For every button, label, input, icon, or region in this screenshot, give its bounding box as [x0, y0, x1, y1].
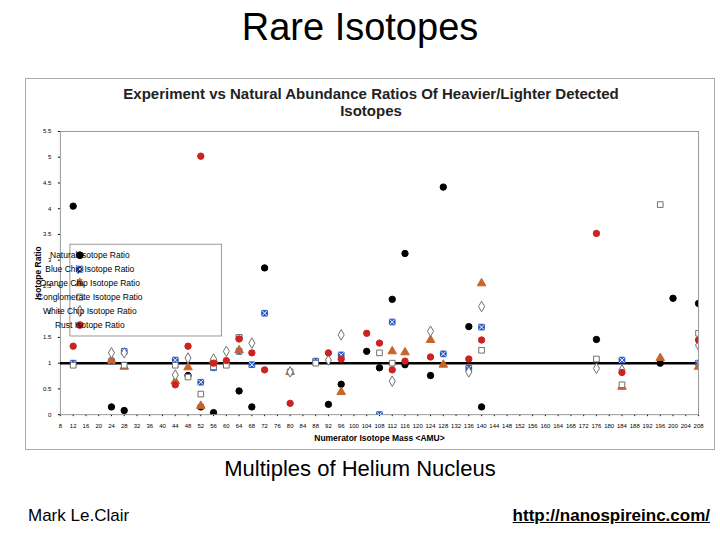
svg-text:92: 92	[325, 423, 332, 429]
svg-text:Orange Chip Isotope Ratio: Orange Chip Isotope Ratio	[40, 278, 141, 288]
svg-text:1.5: 1.5	[43, 334, 52, 340]
svg-text:188: 188	[630, 423, 641, 429]
svg-text:152: 152	[515, 423, 526, 429]
svg-text:4: 4	[48, 206, 52, 212]
svg-text:96: 96	[338, 423, 345, 429]
svg-text:140: 140	[477, 423, 488, 429]
svg-text:20: 20	[95, 423, 102, 429]
svg-text:168: 168	[566, 423, 577, 429]
svg-text:48: 48	[185, 423, 192, 429]
svg-text:52: 52	[197, 423, 204, 429]
svg-text:12: 12	[70, 423, 77, 429]
svg-text:104: 104	[362, 423, 373, 429]
svg-text:120: 120	[413, 423, 424, 429]
svg-text:172: 172	[579, 423, 590, 429]
html-text:Experiment vs Natural Abundanc: Experiment vs Natural Abundance Ratios O…	[123, 85, 619, 119]
svg-text:32: 32	[134, 423, 141, 429]
svg-text:Conglomerate Isotope Ratio: Conglomerate Isotope Ratio	[37, 292, 143, 302]
svg-text:0.5: 0.5	[43, 386, 52, 392]
svg-text:40: 40	[159, 423, 166, 429]
html-text:http://nanospireinc.com/: http://nanospireinc.com/	[512, 506, 710, 525]
svg-text:Blue Chip Isotope Ratio: Blue Chip Isotope Ratio	[45, 264, 134, 274]
svg-text:60: 60	[223, 423, 230, 429]
html-text:Mark Le.Clair: Mark Le.Clair	[28, 506, 130, 525]
svg-text:5.5: 5.5	[43, 128, 52, 134]
svg-text:3.5: 3.5	[43, 231, 52, 237]
svg-text:124: 124	[426, 423, 437, 429]
svg-text:204: 204	[681, 423, 692, 429]
svg-text:176: 176	[591, 423, 602, 429]
svg-text:36: 36	[146, 423, 153, 429]
svg-text:84: 84	[300, 423, 307, 429]
svg-text:44: 44	[172, 423, 179, 429]
svg-text:88: 88	[312, 423, 319, 429]
svg-text:16: 16	[83, 423, 90, 429]
svg-text:Natural Isotope Ratio: Natural Isotope Ratio	[50, 250, 130, 260]
svg-text:144: 144	[489, 423, 500, 429]
svg-text:196: 196	[655, 423, 666, 429]
svg-text:8: 8	[59, 423, 63, 429]
svg-text:128: 128	[438, 423, 449, 429]
svg-text:1: 1	[48, 360, 52, 366]
svg-text:108: 108	[374, 423, 385, 429]
svg-text:64: 64	[236, 423, 243, 429]
svg-text:112: 112	[387, 423, 397, 429]
svg-text:180: 180	[604, 423, 615, 429]
html-text:Rare Isotopes: Rare Isotopes	[241, 6, 479, 48]
svg-text:4.5: 4.5	[43, 180, 52, 186]
svg-text:160: 160	[540, 423, 551, 429]
svg-text:116: 116	[400, 423, 410, 429]
svg-text:68: 68	[249, 423, 256, 429]
svg-text:76: 76	[274, 423, 281, 429]
svg-text:56: 56	[210, 423, 217, 429]
svg-text:80: 80	[287, 423, 294, 429]
svg-text:White Chip Isotope Ratio: White Chip Isotope Ratio	[43, 306, 137, 316]
svg-text:5: 5	[48, 154, 52, 160]
svg-text:208: 208	[694, 423, 705, 429]
svg-text:148: 148	[502, 423, 513, 429]
svg-text:192: 192	[643, 423, 654, 429]
svg-text:Numerator Isotope Mass <AMU>: Numerator Isotope Mass <AMU>	[314, 433, 444, 443]
svg-text:156: 156	[528, 423, 539, 429]
svg-text:0: 0	[48, 412, 52, 418]
svg-text:184: 184	[617, 423, 628, 429]
svg-text:Isotope Ratio: Isotope Ratio	[32, 246, 43, 300]
svg-text:136: 136	[464, 423, 475, 429]
svg-text:164: 164	[553, 423, 564, 429]
svg-text:200: 200	[668, 423, 679, 429]
svg-text:100: 100	[349, 423, 360, 429]
svg-text:24: 24	[108, 423, 115, 429]
svg-text:28: 28	[121, 423, 128, 429]
svg-text:132: 132	[451, 423, 462, 429]
html-text:Multiples of Helium Nucleus: Multiples of Helium Nucleus	[224, 456, 496, 481]
svg-text:Rust Isotope Ratio: Rust Isotope Ratio	[55, 320, 125, 330]
svg-text:72: 72	[261, 423, 268, 429]
